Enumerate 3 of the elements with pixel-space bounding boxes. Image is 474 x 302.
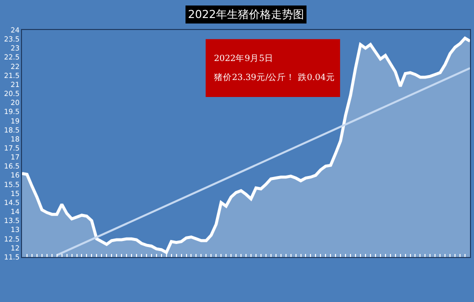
chart-title: 2022年生猪价格走势图 — [188, 8, 304, 21]
annotation: 猪价23.39元/公斤！ 跌0.04元 — [214, 72, 335, 83]
annotation: 2022年9月5日 — [214, 53, 274, 64]
